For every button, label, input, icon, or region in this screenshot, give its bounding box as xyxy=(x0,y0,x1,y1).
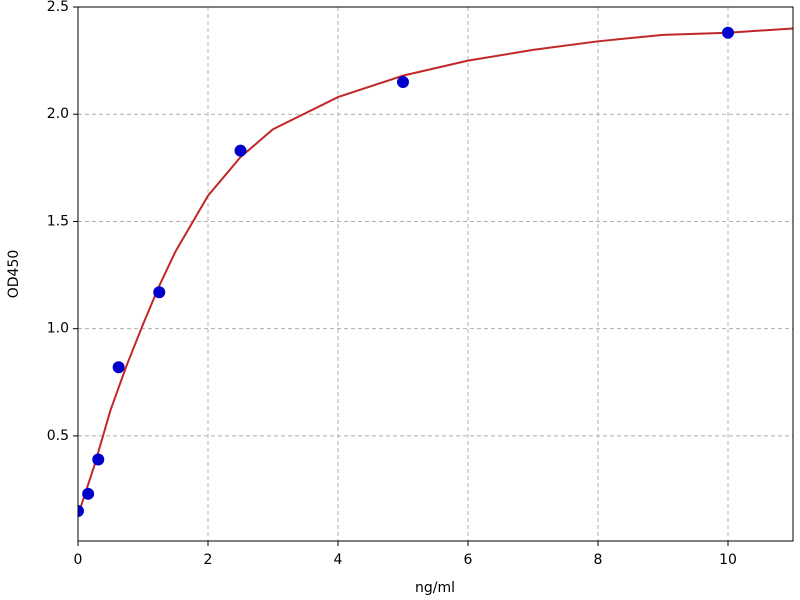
x-tick-label: 4 xyxy=(334,552,343,568)
data-point xyxy=(112,361,125,374)
data-point xyxy=(78,504,84,517)
y-tick-label: 1.5 xyxy=(47,213,69,229)
x-tick-label: 8 xyxy=(594,552,603,568)
data-point xyxy=(397,76,409,89)
data-point xyxy=(82,487,95,500)
y-tick-label: 2.0 xyxy=(47,106,69,122)
y-axis-label: OD450 xyxy=(6,250,22,299)
y-tick-label: 2.5 xyxy=(47,0,69,15)
x-axis-label: ng/ml xyxy=(415,580,455,596)
data-point xyxy=(234,144,247,157)
data-point xyxy=(722,26,734,39)
data-point xyxy=(92,453,105,466)
x-tick-label: 10 xyxy=(719,552,737,568)
y-tick-label: 1.0 xyxy=(47,321,69,337)
x-tick-label: 6 xyxy=(464,552,473,568)
y-tick-label: 0.5 xyxy=(47,428,69,444)
fit-curve xyxy=(78,27,793,516)
data-point xyxy=(153,286,166,299)
x-tick-label: 2 xyxy=(204,552,213,568)
x-tick-label: 0 xyxy=(74,552,83,568)
plot-frame xyxy=(77,6,794,542)
